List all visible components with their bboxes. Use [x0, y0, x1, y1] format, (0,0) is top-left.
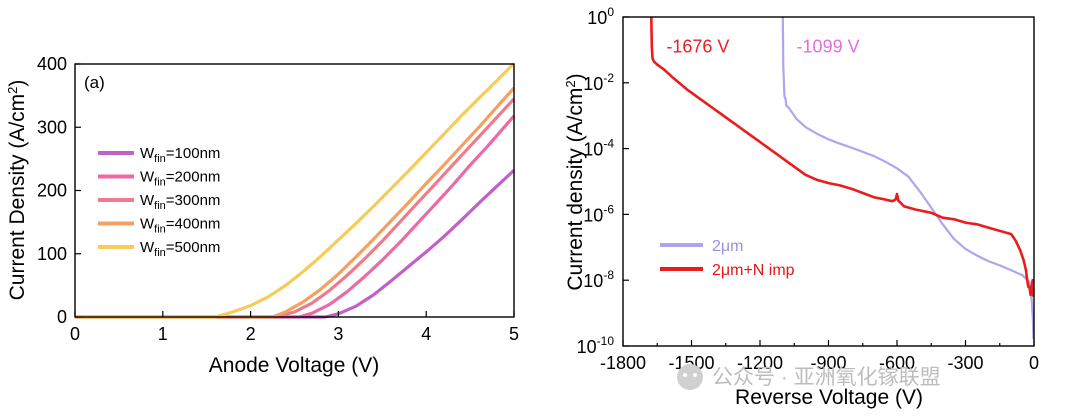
- y-tick-label-a: 400: [37, 54, 67, 74]
- chart-panel-a: 0 1 2 3 4 5 0 100 200 300 400 (a) Wfin=100nm Wfin=2…: [5, 54, 519, 377]
- x-tick-label-b: 0: [1029, 353, 1039, 373]
- y-tick-label-a: 0: [57, 307, 67, 327]
- series-line-b: [781, 16, 1035, 340]
- series-line-a: [75, 86, 516, 319]
- y-tick-label-b: 10-4: [583, 137, 614, 160]
- legend-entry: 2μm+N imp: [712, 262, 795, 279]
- x-axis-title-a: Anode Voltage (V): [209, 354, 379, 377]
- y-tick-label-b: 10-2: [583, 71, 614, 94]
- legend-entry: Wfin=200nm: [140, 169, 220, 189]
- legend-entry: Wfin=100nm: [140, 145, 220, 165]
- x-tick-label-b: -900: [810, 353, 846, 373]
- series-line-b: [650, 16, 1035, 297]
- wechat-icon: [677, 364, 703, 390]
- x-tick-label-a: 2: [246, 324, 256, 344]
- series-line-a: [75, 114, 516, 319]
- x-tick-label-a: 1: [158, 324, 168, 344]
- y-axis-title-b: Current density (A/cm2): [563, 73, 587, 290]
- y-axis-title-a-main: Current Density (A/cm: [6, 94, 29, 301]
- y-tick-label-b: 10-10: [577, 334, 615, 357]
- annotation-label: -1676 V: [666, 37, 729, 57]
- y-tick-label-a: 100: [37, 244, 67, 264]
- x-axis-title-b: Reverse Voltage (V): [735, 386, 923, 409]
- legend-entry: Wfin=500nm: [140, 239, 220, 259]
- y-axis-title-b-close: ): [564, 73, 587, 80]
- y-tick-label-a: 300: [37, 117, 67, 137]
- y-axis-title-b-main: Current density (A/cm: [564, 88, 587, 291]
- legend-entry: 2μm: [712, 238, 743, 255]
- y-axis-title-a: Current Density (A/cm2): [5, 80, 29, 301]
- y-axis-title-a-close: ): [6, 80, 29, 87]
- watermark: 公众号 · 亚洲氧化镓联盟: [677, 364, 941, 390]
- series-line-a: [75, 62, 516, 319]
- x-tick-label-b: -300: [947, 353, 983, 373]
- x-tick-label-a: 4: [421, 324, 431, 344]
- legend-entry: Wfin=300nm: [140, 192, 220, 212]
- y-axis-title-a-sup: 2: [5, 87, 20, 94]
- x-tick-label-a: 5: [509, 324, 519, 344]
- x-tick-label-b: -600: [879, 353, 915, 373]
- y-tick-label-b: 100: [587, 5, 614, 28]
- y-tick-label-a: 200: [37, 181, 67, 201]
- plot-frame-b: [622, 16, 1035, 347]
- x-tick-label-b: -1500: [668, 353, 714, 373]
- y-tick-label-b: 10-8: [583, 268, 614, 291]
- y-tick-label-b: 10-6: [583, 202, 614, 225]
- legend-entry: Wfin=400nm: [140, 216, 220, 236]
- legend-b: 2μm 2μm+N imp: [660, 238, 795, 279]
- x-tick-label-a: 0: [70, 324, 80, 344]
- chart-panel-b: -1800 -1500 -1200 -900 -600 -300 0 10-10 10-8 10-…: [563, 5, 1039, 409]
- watermark-text: 公众号 · 亚洲氧化镓联盟: [712, 366, 941, 389]
- annotation-label: -1099 V: [797, 37, 860, 57]
- x-tick-label-b: -1200: [737, 353, 783, 373]
- series-line-a: [75, 97, 516, 319]
- x-tick-label-b: -1800: [600, 353, 646, 373]
- legend-a: Wfin=100nm Wfin=200nm Wfin=300nm Wfin=400nm…: [98, 145, 220, 259]
- panel-label: (a): [84, 73, 105, 92]
- x-tick-label-a: 3: [333, 324, 343, 344]
- y-axis-title-b-sup: 2: [563, 80, 578, 87]
